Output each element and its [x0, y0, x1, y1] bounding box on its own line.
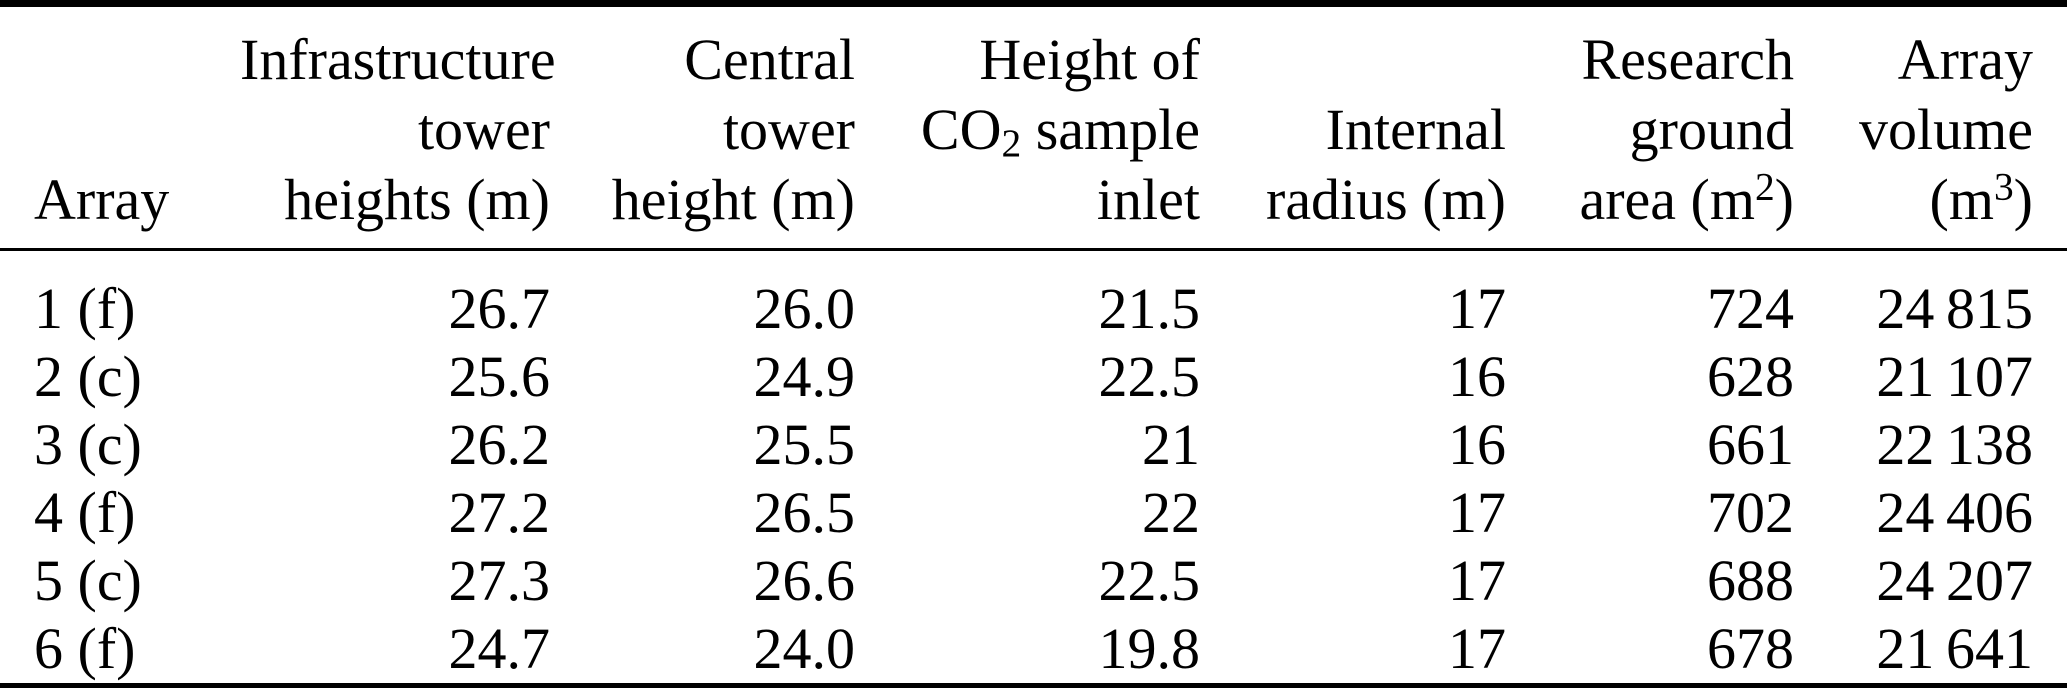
header-line: Array — [34, 167, 170, 232]
header-line: Infrastructure — [240, 27, 556, 92]
unit-superscript: 2 — [1754, 164, 1775, 209]
cell-array-volume: 24 815 — [1876, 276, 2033, 341]
col-header-central-tower-height: Central tower height (m) — [550, 3, 855, 251]
cell-infrastructure-tower-heights: 27.3 — [448, 548, 551, 613]
cell-array-id: 4 (f) — [34, 480, 136, 545]
cell-central-tower-height: 24.0 — [550, 615, 855, 688]
unit-base: area (m — [1579, 167, 1755, 232]
cell-array-id: 1 (f) — [34, 276, 136, 341]
header-line-rest: sample — [1021, 97, 1200, 162]
col-header-array-volume: Array volume (m3) — [1794, 3, 2067, 251]
col-header-array: Array — [0, 3, 240, 251]
cell-infrastructure-tower-heights: 26.2 — [448, 412, 551, 477]
cell-central-tower-height: 26.0 — [753, 276, 856, 341]
col-header-infrastructure-tower-heights: Infrastructure tower heights (m) — [240, 3, 556, 251]
cell-internal-radius: 17 — [1448, 480, 1506, 545]
cell-array-id: 6 (f) — [0, 615, 240, 688]
table-row: 4 (f) 27.2 26.5 22 17 702 24 406 — [0, 479, 2067, 547]
cell-array-id: 3 (c) — [34, 412, 142, 477]
table-row: 6 (f) 24.7 24.0 19.8 17 678 21 641 — [0, 615, 2067, 688]
cell-array-volume: 24 207 — [1876, 548, 2033, 613]
table-row: 5 (c) 27.3 26.6 22.5 17 688 24 207 — [0, 547, 2067, 615]
cell-internal-radius: 17 — [1448, 548, 1506, 613]
cell-array-id: 2 (c) — [34, 344, 142, 409]
cell-research-ground-area: 628 — [1707, 344, 1794, 409]
cell-co2-inlet-height: 22 — [1142, 480, 1200, 545]
cell-central-tower-height: 25.5 — [753, 412, 856, 477]
cell-central-tower-height: 26.5 — [753, 480, 856, 545]
header-line: Central — [684, 27, 855, 92]
table-row: 2 (c) 25.6 24.9 22.5 16 628 21 107 — [0, 343, 2067, 411]
header-row: Array Infrastructure tower heights (m) C… — [0, 3, 2067, 251]
cell-infrastructure-tower-heights: 24.7 — [240, 615, 550, 688]
unit-superscript: 3 — [1993, 164, 2014, 209]
cell-infrastructure-tower-heights: 26.7 — [448, 276, 551, 341]
table-body: 1 (f) 26.7 26.0 21.5 17 724 24 815 2 (c)… — [0, 250, 2067, 688]
col-header-internal-radius: Internal radius (m) — [1200, 3, 1506, 251]
col-header-research-ground-area: Research ground area (m2) — [1506, 3, 1794, 251]
chem-subscript: 2 — [1001, 121, 1022, 166]
cell-co2-inlet-height: 22.5 — [1098, 344, 1201, 409]
cell-array-id: 5 (c) — [34, 548, 142, 613]
header-line: tower — [417, 97, 550, 162]
cell-co2-inlet-height: 19.8 — [855, 615, 1200, 688]
unit-base: (m — [1929, 167, 1994, 232]
cell-co2-inlet-height: 21 — [1142, 412, 1200, 477]
cell-internal-radius: 17 — [1448, 276, 1506, 341]
table-header: Array Infrastructure tower heights (m) C… — [0, 3, 2067, 251]
header-line: height (m) — [611, 167, 855, 232]
header-line: heights (m) — [284, 167, 550, 232]
unit-close: ) — [1774, 167, 1794, 232]
table-row: 1 (f) 26.7 26.0 21.5 17 724 24 815 — [0, 250, 2067, 344]
cell-central-tower-height: 24.9 — [753, 344, 856, 409]
header-line: (m3) — [1794, 165, 2033, 235]
cell-infrastructure-tower-heights: 25.6 — [448, 344, 551, 409]
header-line: inlet — [1096, 167, 1200, 232]
header-line: tower — [722, 97, 855, 162]
chem-formula-base: CO — [920, 97, 1002, 162]
cell-central-tower-height: 26.6 — [753, 548, 856, 613]
header-line: CO2 sample — [855, 95, 1200, 165]
cell-research-ground-area: 702 — [1707, 480, 1794, 545]
cell-research-ground-area: 661 — [1707, 412, 1794, 477]
header-line: ground — [1629, 97, 1794, 162]
header-line: radius (m) — [1266, 167, 1506, 232]
cell-co2-inlet-height: 21.5 — [1098, 276, 1201, 341]
cell-array-volume: 22 138 — [1876, 412, 2033, 477]
unit-close: ) — [2013, 167, 2033, 232]
cell-array-volume: 21 641 — [1794, 615, 2067, 688]
header-line: Research — [1581, 27, 1794, 92]
header-line: Array — [1897, 27, 2033, 92]
header-line: area (m2) — [1506, 165, 1794, 235]
header-line: Internal — [1325, 97, 1506, 162]
header-line: Height of — [979, 27, 1200, 92]
cell-array-volume: 24 406 — [1876, 480, 2033, 545]
cell-co2-inlet-height: 22.5 — [1098, 548, 1201, 613]
cell-internal-radius: 16 — [1448, 344, 1506, 409]
cell-internal-radius: 17 — [1200, 615, 1506, 688]
table-row: 3 (c) 26.2 25.5 21 16 661 22 138 — [0, 411, 2067, 479]
col-header-co2-sample-inlet-height: Height of CO2 sample inlet — [855, 3, 1200, 251]
cell-research-ground-area: 688 — [1707, 548, 1794, 613]
cell-array-volume: 21 107 — [1876, 344, 2033, 409]
cell-infrastructure-tower-heights: 27.2 — [448, 480, 551, 545]
cell-research-ground-area: 724 — [1707, 276, 1794, 341]
cell-internal-radius: 16 — [1448, 412, 1506, 477]
header-line: volume — [1859, 97, 2033, 162]
cell-research-ground-area: 678 — [1506, 615, 1794, 688]
